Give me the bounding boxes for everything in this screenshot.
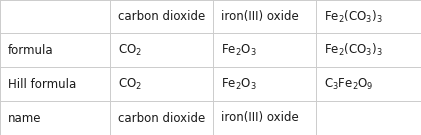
Text: Hill formula: Hill formula xyxy=(8,77,76,90)
Text: iron(III) oxide: iron(III) oxide xyxy=(221,112,299,124)
Text: formula: formula xyxy=(8,43,53,57)
Text: C$_3$Fe$_2$O$_9$: C$_3$Fe$_2$O$_9$ xyxy=(324,76,373,92)
Text: CO$_2$: CO$_2$ xyxy=(118,42,142,58)
Text: CO$_2$: CO$_2$ xyxy=(118,76,142,92)
Text: iron(III) oxide: iron(III) oxide xyxy=(221,10,299,23)
Text: Fe$_2$(CO$_3$)$_3$: Fe$_2$(CO$_3$)$_3$ xyxy=(324,42,383,58)
Text: Fe$_2$O$_3$: Fe$_2$O$_3$ xyxy=(221,42,256,58)
Text: Fe$_2$(CO$_3$)$_3$: Fe$_2$(CO$_3$)$_3$ xyxy=(324,9,383,25)
Text: carbon dioxide: carbon dioxide xyxy=(118,112,205,124)
Text: carbon dioxide: carbon dioxide xyxy=(118,10,205,23)
Text: Fe$_2$O$_3$: Fe$_2$O$_3$ xyxy=(221,76,256,92)
Text: name: name xyxy=(8,112,42,124)
